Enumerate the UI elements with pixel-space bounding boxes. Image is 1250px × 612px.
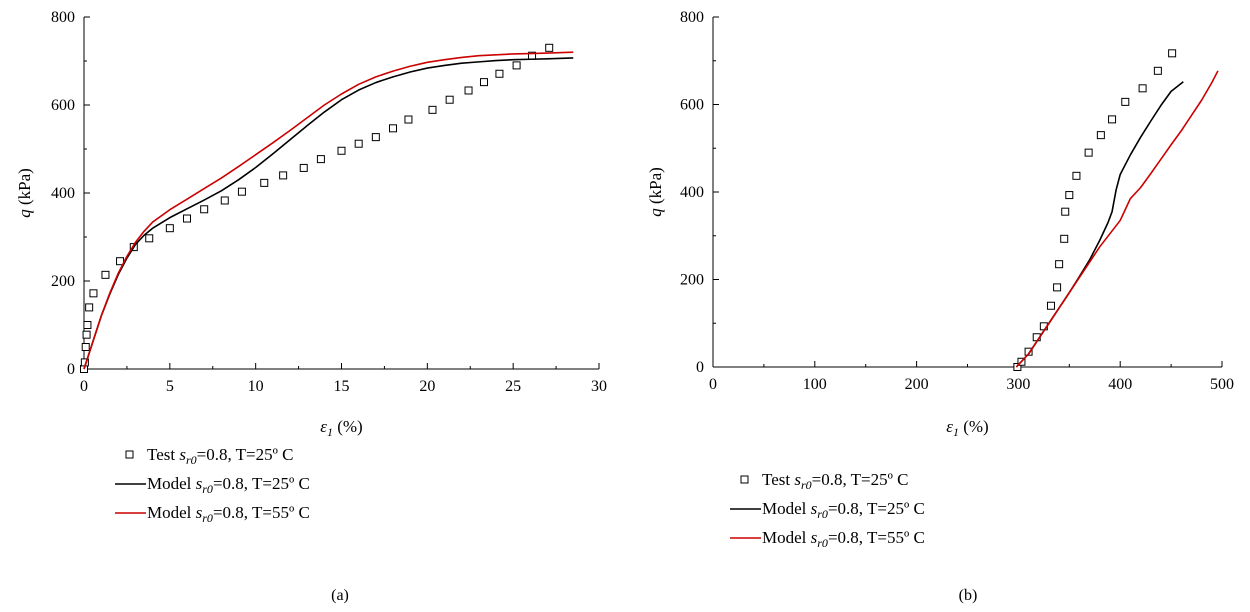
- data-point-marker: [1108, 115, 1117, 124]
- data-point-marker: [237, 187, 246, 196]
- y-axis-title: q (kPa): [646, 167, 665, 217]
- data-point-marker: [183, 214, 191, 223]
- data-point-marker: [316, 155, 325, 164]
- x-tick-label: 5: [166, 378, 174, 395]
- y-tick-label: 400: [51, 185, 75, 202]
- data-point-marker: [389, 124, 397, 133]
- y-tick-label: 200: [680, 272, 704, 289]
- x-tick-label: 15: [334, 378, 350, 395]
- y-tick-label: 600: [680, 97, 704, 114]
- data-point-marker: [220, 196, 229, 205]
- y-tick-label: 800: [51, 9, 75, 26]
- data-point-marker: [1061, 207, 1070, 216]
- chart-panel-b: 0 100 200 300 400 500 0 200 400 600 800 ε1 (%) q (kP…: [646, 9, 1234, 604]
- data-point-marker: [1168, 49, 1177, 58]
- data-point-marker: [299, 163, 308, 172]
- data-point-marker: [1060, 234, 1069, 243]
- data-point-marker: [1121, 97, 1130, 106]
- x-tick-label: 100: [803, 376, 827, 393]
- panel-label: (b): [959, 587, 978, 604]
- x-tick-label: 20: [419, 378, 435, 395]
- data-point-marker: [495, 69, 504, 78]
- x-tick-label: 25: [505, 378, 521, 395]
- data-point-marker: [85, 303, 94, 312]
- panel-label: (a): [331, 587, 349, 604]
- data-point-marker: [545, 43, 554, 52]
- series-line-1: [83, 57, 574, 370]
- data-point-marker: [145, 234, 154, 243]
- data-point-marker: [1072, 171, 1081, 180]
- data-point-marker: [479, 78, 488, 87]
- x-axis-title: ε1 (%): [320, 417, 362, 439]
- data-point-marker: [1053, 283, 1062, 292]
- legend-label-1: Model sr0=0.8, T=25º C: [762, 499, 925, 521]
- data-point-marker: [200, 205, 209, 214]
- y-tick-label: 200: [51, 273, 75, 290]
- data-point-marker: [1055, 260, 1064, 269]
- y-tick-label: 600: [51, 97, 75, 114]
- x-tick-label: 500: [1210, 376, 1234, 393]
- x-tick-label: 200: [905, 376, 929, 393]
- x-tick-label: 400: [1108, 376, 1132, 393]
- legend-label-0: Test sr0=0.8, T=25º C: [147, 445, 294, 467]
- data-point-marker: [83, 321, 92, 329]
- data-point-marker: [1065, 191, 1074, 200]
- chart-panel-a: 0 5 10 15 20 25 30 0 200 400 600 800 ε1 (%) q (kPa) Te…: [15, 9, 607, 604]
- y-axis-title: q (kPa): [15, 168, 34, 218]
- data-point-marker: [1153, 66, 1162, 75]
- legend-label-2: Model sr0=0.8, T=55º C: [147, 503, 310, 525]
- data-point-marker: [279, 171, 288, 180]
- data-point-marker: [89, 289, 98, 298]
- x-tick-label: 0: [80, 378, 88, 395]
- data-point-marker: [82, 330, 91, 339]
- data-point-marker: [1096, 131, 1105, 140]
- data-point-marker: [354, 139, 363, 148]
- legend-label-0: Test sr0=0.8, T=25º C: [762, 470, 909, 492]
- data-point-marker: [1084, 148, 1093, 157]
- data-point-marker: [464, 86, 473, 95]
- legend-marker-0: [125, 450, 134, 459]
- data-point-marker: [1138, 84, 1147, 93]
- data-point-marker: [337, 146, 346, 155]
- data-point-marker: [428, 105, 437, 114]
- y-tick-label: 400: [680, 184, 704, 201]
- data-point-marker: [371, 133, 380, 142]
- data-point-marker: [165, 224, 174, 233]
- series-line-2: [83, 51, 574, 370]
- x-tick-label: 10: [248, 378, 264, 395]
- data-point-marker: [1046, 301, 1055, 310]
- y-tick-label: 0: [67, 361, 75, 378]
- data-point-marker: [1024, 347, 1033, 356]
- legend-label-2: Model sr0=0.8, T=55º C: [762, 528, 925, 550]
- data-point-marker: [512, 61, 521, 70]
- data-point-marker: [260, 178, 269, 187]
- legend-marker-0: [740, 475, 749, 484]
- x-tick-label: 0: [709, 376, 717, 393]
- x-axis-title: ε1 (%): [946, 417, 988, 439]
- series-line-2: [1015, 70, 1219, 368]
- x-tick-label: 300: [1006, 376, 1030, 393]
- data-point-marker: [81, 343, 90, 351]
- data-point-marker: [445, 95, 454, 104]
- y-tick-label: 800: [680, 9, 704, 26]
- data-point-marker: [101, 270, 110, 279]
- y-tick-label: 0: [696, 359, 704, 376]
- data-point-marker: [404, 115, 413, 124]
- x-tick-label: 30: [591, 378, 607, 395]
- legend-label-1: Model sr0=0.8, T=25º C: [147, 474, 310, 496]
